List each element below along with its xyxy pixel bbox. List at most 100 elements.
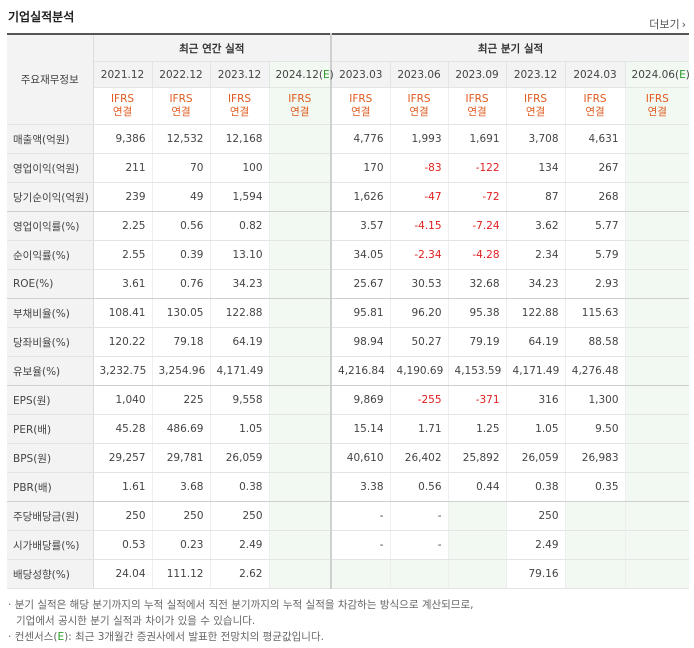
- table-cell: 225: [151, 385, 210, 415]
- table-cell: 2.62: [209, 559, 269, 589]
- ifrs-label: IFRS 연결: [330, 87, 391, 125]
- more-label: 더보기: [649, 18, 680, 31]
- row-label: 순이익률(%): [7, 240, 94, 270]
- table-cell: [624, 414, 690, 444]
- table-cell: 2.49: [505, 530, 566, 560]
- table-cell: 1.61: [92, 472, 152, 502]
- table-cell: [268, 472, 332, 502]
- table-cell: 98.94: [330, 327, 391, 357]
- table-cell: 64.19: [209, 327, 269, 357]
- table-cell: 64.19: [505, 327, 566, 357]
- table-cell: [624, 385, 690, 415]
- table-cell: 26,402: [389, 443, 449, 473]
- table-cell: [268, 240, 332, 270]
- row-label: EPS(원): [7, 385, 94, 415]
- table-cell: 49: [151, 182, 210, 212]
- table-cell: [330, 559, 391, 589]
- table-cell: [268, 153, 332, 183]
- table-cell: 5.77: [564, 211, 626, 241]
- table-cell: [624, 501, 690, 531]
- row-label: 영업이익률(%): [7, 211, 94, 241]
- more-link[interactable]: 더보기 ›: [649, 16, 686, 32]
- table-cell: [389, 559, 449, 589]
- table-cell: [624, 443, 690, 473]
- table-row: 배당성향(%) 24.04 111.12 2.62 79.16: [7, 559, 690, 589]
- table-cell: 211: [92, 153, 152, 183]
- ifrs-label: IFRS 연결: [209, 87, 269, 125]
- table-cell: [624, 124, 690, 154]
- table-cell: 3.57: [330, 211, 391, 241]
- table-cell: [624, 559, 690, 589]
- table-cell: 1,040: [92, 385, 152, 415]
- table-cell: 2.34: [505, 240, 566, 270]
- period-header: 2023.06: [389, 61, 449, 88]
- table-cell: 3,254.96: [151, 356, 210, 386]
- table-cell: 3.62: [505, 211, 566, 241]
- table-cell: 0.82: [209, 211, 269, 241]
- table-cell: 79.18: [151, 327, 210, 357]
- table-cell: 0.56: [389, 472, 449, 502]
- table-row: 유보율(%) 3,232.75 3,254.96 4,171.49 4,216.84 4,…: [7, 356, 690, 386]
- table-row: EPS(원) 1,040 225 9,558 9,869 -255 -371 316 1,300: [7, 385, 690, 415]
- table-cell: 9,386: [92, 124, 152, 154]
- table-cell: 88.58: [564, 327, 626, 357]
- financial-table: 주요재무정보 최근 연간 실적 최근 분기 실적 2021.12 2022.12 2…: [7, 33, 690, 589]
- table-cell: 34.23: [505, 269, 566, 299]
- table-cell: 0.53: [92, 530, 152, 560]
- row-label: 시가배당률(%): [7, 530, 94, 560]
- table-cell: [268, 414, 332, 444]
- table-cell: 25,892: [447, 443, 507, 473]
- table-cell: 170: [330, 153, 391, 183]
- note-2: 기업에서 공시한 분기 실적과 차이가 있을 수 있습니다.: [16, 615, 256, 627]
- table-cell: 26,983: [564, 443, 626, 473]
- table-cell: 250: [92, 501, 152, 531]
- period-header: 2024.12(E): [268, 61, 334, 88]
- ifrs-label: IFRS 연결: [564, 87, 626, 125]
- table-cell: 2.49: [209, 530, 269, 560]
- table-cell: 1,300: [564, 385, 626, 415]
- table-cell: 1,691: [447, 124, 507, 154]
- table-cell: 3,232.75: [92, 356, 152, 386]
- table-cell: 32.68: [447, 269, 507, 299]
- table-cell: [624, 269, 690, 299]
- table-cell: 1,594: [209, 182, 269, 212]
- ifrs-label: IFRS 연결: [151, 87, 210, 125]
- row-label: 부채비율(%): [7, 298, 94, 328]
- table-cell: 34.23: [209, 269, 269, 299]
- table-cell: 130.05: [151, 298, 210, 328]
- row-label: 유보율(%): [7, 356, 94, 386]
- table-cell: 0.38: [505, 472, 566, 502]
- table-cell: -47: [389, 182, 449, 212]
- table-cell: [268, 124, 332, 154]
- table-cell: 29,257: [92, 443, 152, 473]
- table-row: ROE(%) 3.61 0.76 34.23 25.67 30.53 32.68 34.23 2…: [7, 269, 690, 299]
- table-cell: 87: [505, 182, 566, 212]
- table-cell: 30.53: [389, 269, 449, 299]
- table-cell: 0.56: [151, 211, 210, 241]
- table-cell: [624, 240, 690, 270]
- annual-group-header: 최근 연간 실적: [93, 34, 332, 62]
- table-cell: [268, 501, 332, 531]
- period-header: 2023.12: [209, 61, 269, 88]
- table-row: 영업이익률(%) 2.25 0.56 0.82 3.57 -4.15 -7.24 3.62 5.…: [7, 211, 690, 241]
- footnotes: · 분기 실적은 해당 분기까지의 누적 실적에서 직전 분기까지의 누적 실적…: [8, 597, 473, 645]
- row-label: 주당배당금(원): [7, 501, 94, 531]
- period-header: 2023.12: [505, 61, 566, 88]
- table-cell: 13.10: [209, 240, 269, 270]
- table-cell: 4,171.49: [505, 356, 566, 386]
- table-cell: 0.38: [209, 472, 269, 502]
- table-cell: 239: [92, 182, 152, 212]
- note-3: · 컨센서스(E): 최근 3개월간 증권사에서 발표한 전망치의 평균값입니다…: [8, 631, 324, 643]
- row-label: 배당성향(%): [7, 559, 94, 589]
- table-cell: 79.16: [505, 559, 566, 589]
- table-cell: [447, 530, 507, 560]
- table-cell: [624, 530, 690, 560]
- period-header: 2022.12: [151, 61, 210, 88]
- table-cell: 250: [151, 501, 210, 531]
- table-cell: [268, 385, 332, 415]
- table-cell: [268, 559, 332, 589]
- table-cell: 12,532: [151, 124, 210, 154]
- table-cell: 9,869: [330, 385, 391, 415]
- table-cell: 122.88: [209, 298, 269, 328]
- table-cell: [268, 356, 332, 386]
